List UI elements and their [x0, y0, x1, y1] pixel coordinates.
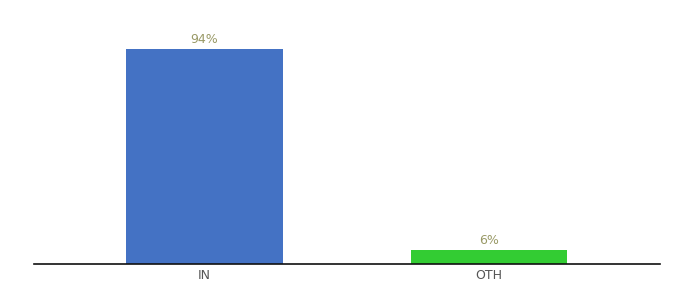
Text: 6%: 6%	[479, 234, 499, 247]
Text: 94%: 94%	[191, 33, 218, 46]
Bar	[126, 49, 283, 264]
Bar	[411, 250, 567, 264]
